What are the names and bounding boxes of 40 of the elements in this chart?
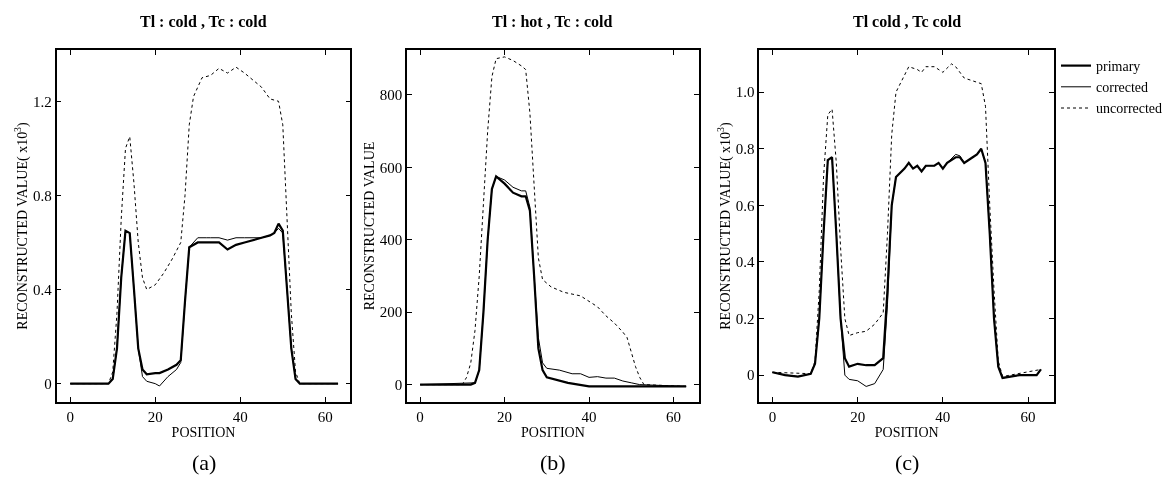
x-tick-label: 20 <box>850 408 866 425</box>
y-tick-label: 200 <box>379 304 403 321</box>
y-tick-label: 800 <box>379 87 403 104</box>
y-tick-label: 0.8 <box>735 141 755 157</box>
x-tick-label: 20 <box>147 408 163 425</box>
legend-label: primary <box>1096 59 1141 75</box>
x-axis-title: POSITION <box>171 424 236 440</box>
x-tick-label: 60 <box>665 408 681 425</box>
legend-label: uncorrected <box>1096 101 1163 117</box>
chart-title: Tl : hot , Tc : cold <box>492 13 613 30</box>
text: (c) <box>895 450 920 475</box>
y-tick-label: 1.2 <box>33 93 52 110</box>
x-tick-label: 60 <box>317 408 333 425</box>
legend-label: corrected <box>1096 80 1149 96</box>
y-tick-label: 0 <box>44 375 52 392</box>
x-tick-label: 0 <box>66 408 74 425</box>
text: (b) <box>540 450 566 475</box>
y-tick-label: 0.8 <box>33 187 52 204</box>
x-tick-label: 40 <box>232 408 248 425</box>
x-tick-label: 40 <box>935 408 951 425</box>
x-tick-label: 0 <box>768 408 777 425</box>
x-axis-title: POSITION <box>874 424 939 440</box>
x-tick-label: 0 <box>416 408 424 425</box>
x-tick-label: 40 <box>581 408 597 425</box>
x-axis-title: POSITION <box>521 424 585 440</box>
chart-title: Tl : cold , Tc : cold <box>140 13 267 30</box>
y-tick-label: 0 <box>394 376 403 393</box>
x-tick-label: 60 <box>1020 408 1036 425</box>
chart-title: Tl cold , Tc cold <box>853 13 962 30</box>
y-tick-label: 0.4 <box>735 254 756 271</box>
y-tick-label: 0.6 <box>735 197 756 214</box>
y-tick-label: 600 <box>379 159 403 176</box>
text: (a) <box>192 450 217 475</box>
y-tick-label: 0.2 <box>735 310 755 327</box>
y-tick-label: 400 <box>379 232 403 249</box>
y-axis-title: RECONSTRUCTED VALUE <box>361 141 377 311</box>
y-tick-label: 1.0 <box>735 84 755 101</box>
x-tick-label: 20 <box>497 408 513 425</box>
y-tick-label: 0 <box>747 367 755 384</box>
y-tick-label: 0.4 <box>33 281 53 298</box>
